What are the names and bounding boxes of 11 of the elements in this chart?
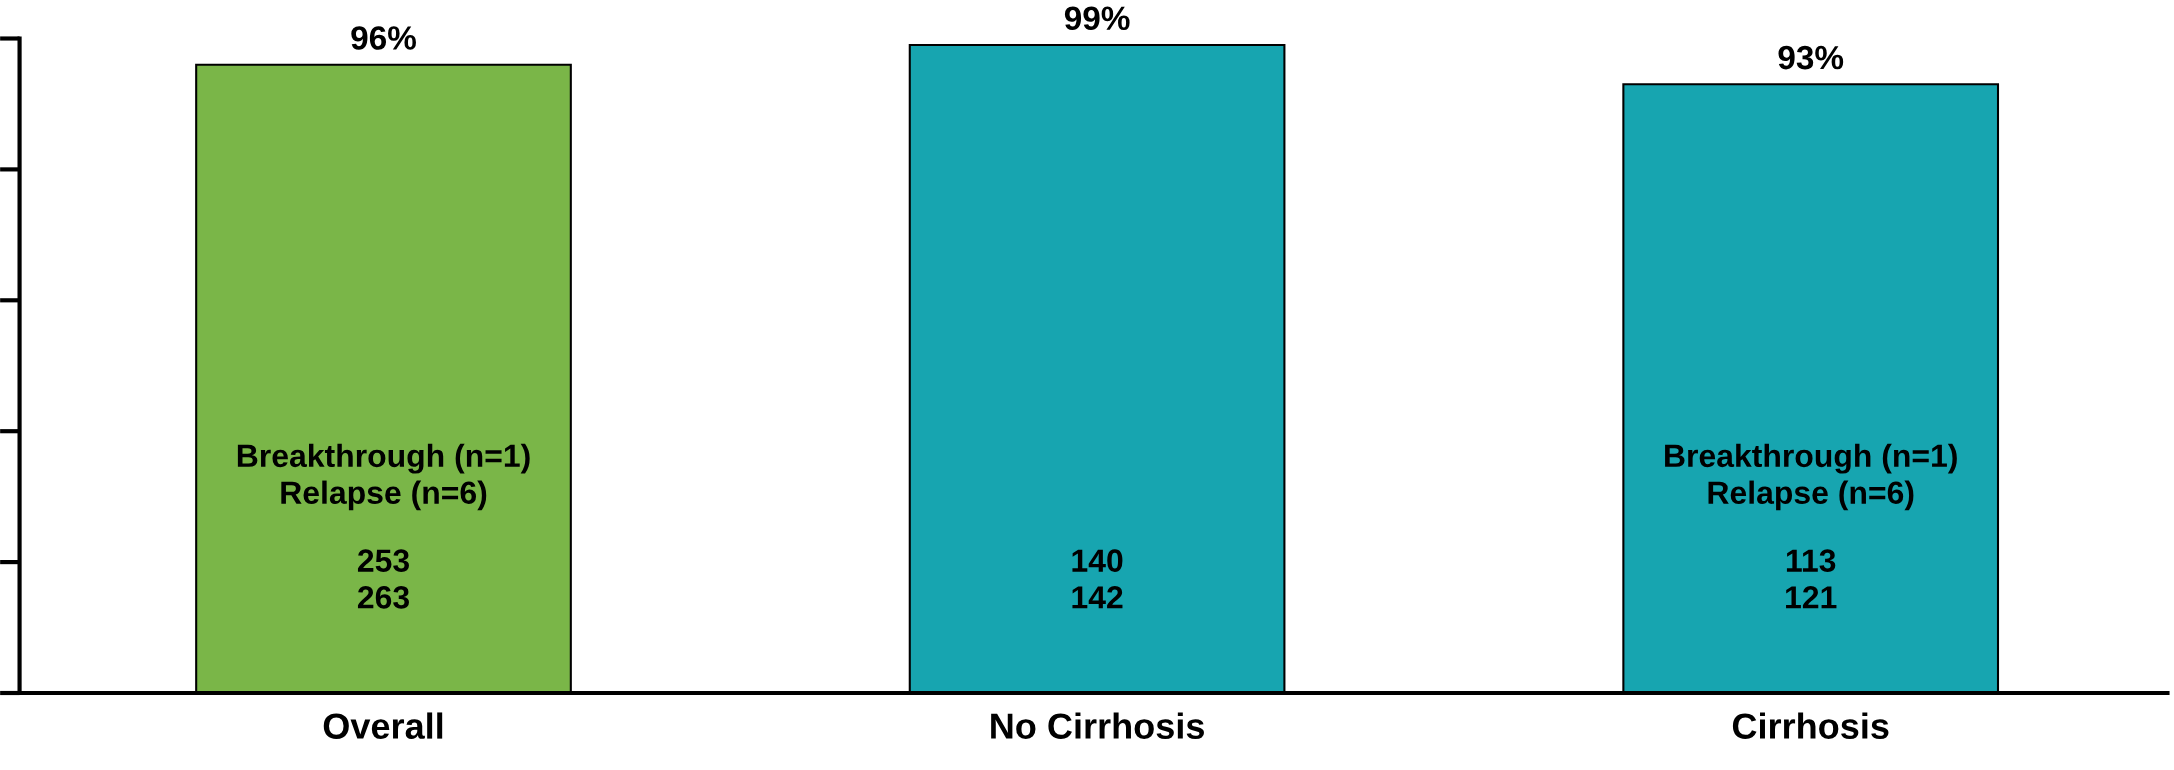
- x-tick-label: No Cirrhosis: [991, 712, 1204, 739]
- annotation: 253 263: [357, 549, 409, 609]
- data-label: 96%: [351, 26, 416, 50]
- annotation: Breakthrough (n=1) Relapse (n=6): [1665, 443, 1957, 511]
- annotation: 113 121: [1786, 549, 1837, 609]
- data-label: 93%: [1778, 45, 1844, 70]
- annotation: Breakthrough (n=1) Relapse (n=6): [237, 443, 530, 511]
- x-tick-label: Cirrhosis: [1732, 712, 1889, 739]
- data-label: 99%: [1064, 6, 1130, 31]
- annotation: 140 142: [1072, 549, 1123, 609]
- x-tick-label: Overall: [323, 712, 443, 739]
